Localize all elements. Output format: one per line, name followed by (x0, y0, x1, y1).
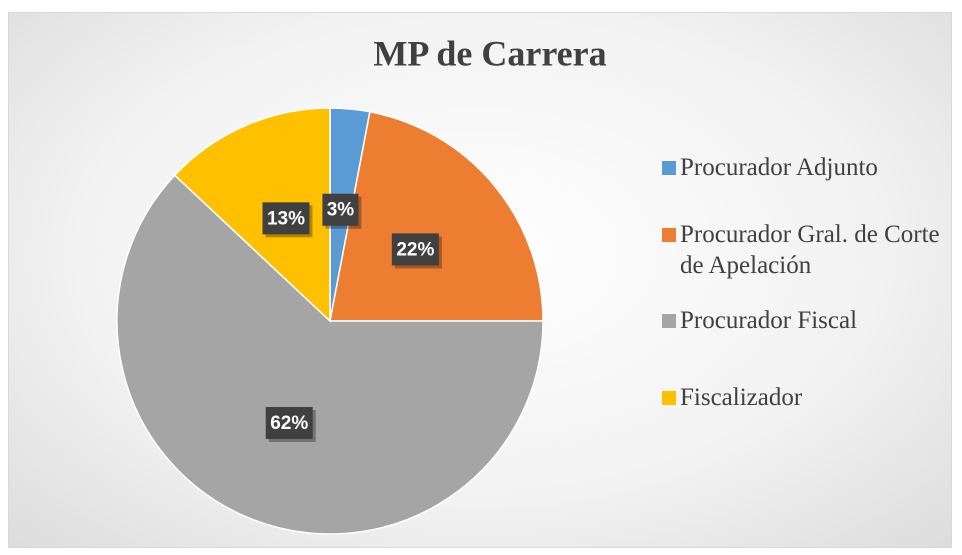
legend-swatch (662, 314, 676, 328)
legend-item: Fiscalizador (662, 382, 952, 413)
data-label-text: 3% (327, 200, 355, 221)
pie-slice (116, 174, 544, 535)
legend-item: Procurador Adjunto (662, 152, 952, 183)
pie-slice (329, 110, 544, 322)
legend-label: Procurador Adjunto (680, 154, 878, 181)
data-label-text: 22% (396, 239, 434, 260)
legend-swatch (662, 391, 676, 405)
chart-title: MP de Carrera (373, 33, 606, 73)
data-label-text: 62% (270, 413, 308, 434)
label-box (262, 202, 310, 235)
legend-swatch (662, 228, 676, 242)
legend-item: Procurador Fiscal (662, 305, 952, 336)
label-box (265, 406, 313, 439)
pie-slice (173, 107, 331, 323)
data-label: 22% (391, 233, 442, 269)
legend-item: Procurador Gral. de Corte de Apelación (662, 219, 952, 281)
legend-swatch (662, 161, 676, 175)
legend-label: Procurador Gral. de Corte de Apelación (680, 221, 940, 279)
legend-label: Fiscalizador (680, 384, 803, 411)
data-label: 62% (265, 406, 316, 442)
legend: Procurador Adjunto Procurador Gral. de Co… (662, 152, 952, 413)
label-box (391, 233, 439, 266)
label-box (322, 193, 359, 226)
legend-label: Procurador Fiscal (680, 307, 858, 334)
data-label: 13% (262, 202, 313, 238)
data-label: 3% (322, 193, 362, 229)
data-label-text: 13% (267, 208, 305, 229)
